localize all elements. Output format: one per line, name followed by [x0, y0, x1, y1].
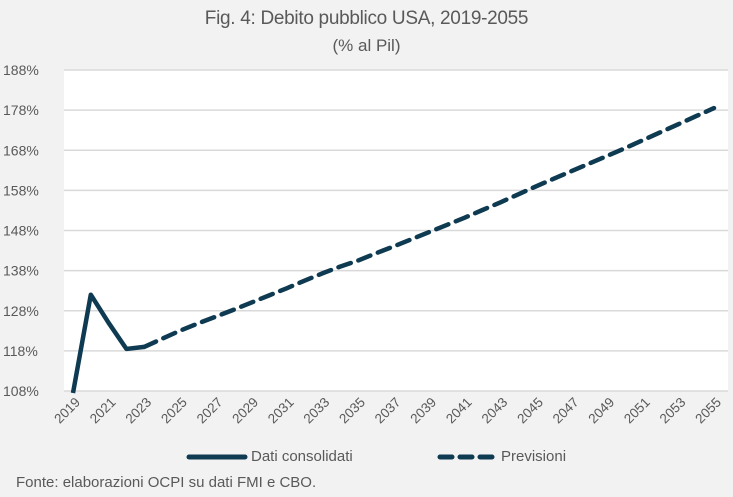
x-tick-label: 2033 [301, 395, 333, 427]
x-tick-label: 2051 [621, 395, 653, 427]
y-axis-ticks: 108% 118% 128% 138% 148% 158% 168% 178% 188% [3, 62, 39, 399]
series-line-dati-consolidati [70, 292, 145, 394]
y-tick-label: 158% [3, 182, 39, 198]
series-lines [70, 105, 717, 394]
y-tick-label: 118% [3, 343, 38, 359]
x-tick-label: 2041 [443, 395, 475, 427]
solid-line-swatch-icon [186, 454, 248, 459]
chart-title: Fig. 4: Debito pubblico USA, 2019-2055 [204, 8, 529, 29]
x-tick-label: 2053 [657, 395, 689, 427]
x-tick-label: 2021 [87, 395, 119, 427]
x-tick-label: 2043 [479, 395, 511, 427]
legend-item-previsioni: Previsioni [436, 448, 566, 465]
y-tick-label: 168% [3, 142, 39, 158]
x-tick-label: 2045 [514, 395, 546, 427]
x-tick-label: 2027 [194, 395, 226, 427]
x-axis-ticks: 2019 2021 2023 2025 2027 2029 2031 2033 2035 2037… [51, 395, 724, 427]
x-tick-label: 2047 [550, 395, 582, 427]
y-tick-label: 188% [3, 62, 39, 78]
x-tick-label: 2039 [407, 395, 439, 427]
y-tick-label: 178% [3, 102, 39, 118]
source-note: Fonte: elaborazioni OCPI su dati FMI e C… [16, 474, 317, 491]
x-tick-label: 2035 [336, 395, 368, 427]
chart-subtitle: (% al Pil) [332, 36, 401, 55]
y-tick-label: 128% [3, 303, 39, 319]
legend-label: Dati consolidati [251, 448, 353, 465]
x-tick-label: 2049 [585, 395, 617, 427]
y-tick-label: 148% [3, 223, 39, 239]
legend: Dati consolidati Previsioni [0, 448, 733, 468]
x-tick-label: 2019 [51, 395, 83, 427]
x-tick-label: 2031 [265, 395, 297, 427]
series-line-previsioni [141, 105, 717, 350]
x-tick-label: 2055 [692, 395, 724, 427]
x-tick-label: 2037 [372, 395, 404, 427]
y-tick-label: 138% [3, 263, 39, 279]
legend-item-dati-consolidati: Dati consolidati [186, 448, 353, 465]
x-tick-label: 2029 [229, 395, 261, 427]
dashed-line-swatch-icon [437, 454, 497, 459]
y-tick-label: 108% [3, 383, 39, 399]
x-tick-label: 2023 [122, 395, 154, 427]
x-tick-label: 2025 [158, 395, 190, 427]
legend-label: Previsioni [501, 448, 567, 465]
